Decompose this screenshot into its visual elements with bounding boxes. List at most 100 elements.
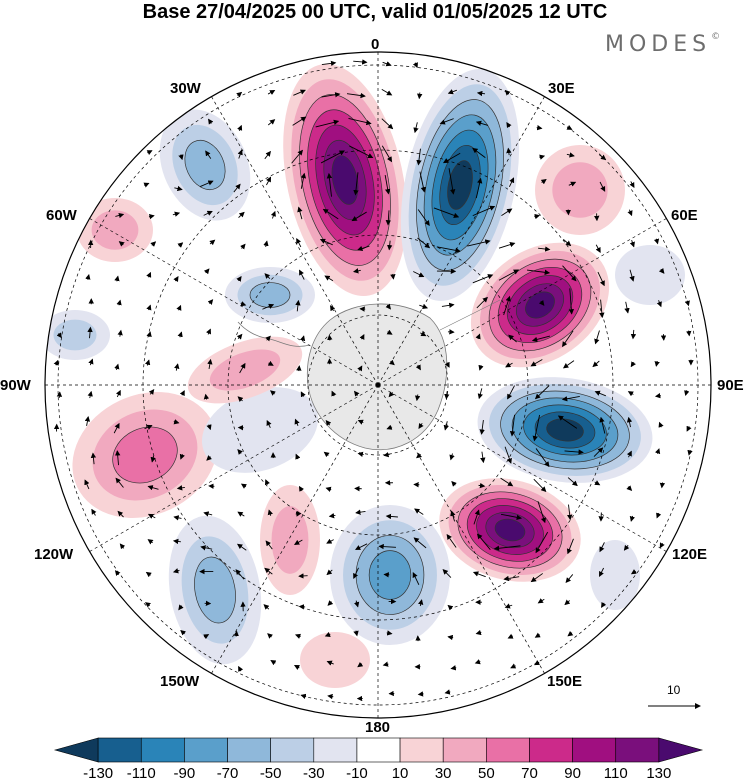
colorbar-swatch (313, 737, 358, 763)
latitude-circle (227, 234, 529, 536)
wind-vector (540, 178, 547, 185)
wind-vector (296, 365, 302, 372)
wind-vector (413, 271, 425, 278)
wind-vector (203, 393, 210, 400)
wind-vector (418, 422, 424, 430)
wind-vector (387, 240, 393, 251)
wind-vector (444, 689, 451, 695)
wind-vector (599, 181, 606, 192)
wind-vector (324, 275, 334, 282)
wind-vector (417, 209, 430, 227)
wind-vector (626, 485, 633, 491)
modes-logo: MODES© (605, 32, 721, 57)
wind-vector (203, 210, 213, 216)
wind-vector (321, 60, 337, 67)
wind-vector (414, 394, 421, 402)
wind-vector (267, 633, 273, 639)
wind-vector (238, 665, 244, 672)
wind-vector (476, 533, 491, 550)
wind-vector (444, 391, 450, 400)
wind-vector (267, 119, 276, 126)
anomaly-contour (590, 540, 640, 610)
wind-vector (88, 358, 94, 366)
wind-vector (263, 240, 269, 248)
wind-vector (240, 243, 246, 250)
colorbar-swatch (97, 737, 142, 763)
colorbar-swatch (658, 737, 704, 763)
label-lon-30e: 30E (548, 80, 575, 97)
wind-vector (473, 509, 480, 525)
wind-vector (412, 572, 420, 586)
anomaly-contour (184, 139, 226, 191)
wind-vector (530, 573, 543, 583)
wind-vector (443, 421, 449, 431)
wind-vector (416, 452, 422, 459)
colorbar-swatch (399, 737, 444, 763)
wind-vector (658, 421, 664, 428)
wind-vector (599, 416, 606, 434)
wind-vector (208, 118, 214, 125)
wind-vector (472, 274, 494, 284)
wind-vector (415, 364, 421, 371)
wind-vector (147, 485, 159, 491)
map-title: Base 27/04/2025 00 UTC, valid 01/05/2025… (142, 1, 608, 23)
meridian-line (83, 214, 379, 386)
wind-vector (535, 448, 550, 468)
wind-vector (177, 331, 183, 338)
wind-vector (475, 120, 489, 126)
wind-vector (174, 185, 183, 192)
wind-vector (113, 422, 120, 434)
wind-vector (359, 333, 365, 341)
meridian-line (207, 90, 379, 386)
wind-vector (293, 89, 306, 96)
wind-vector (686, 330, 692, 337)
wind-vector (535, 531, 549, 554)
wind-vector (173, 515, 182, 521)
wind-vector (348, 118, 372, 126)
wind-vector (147, 539, 154, 545)
wind-vector (84, 479, 90, 490)
wind-vector (384, 174, 391, 195)
wind-vector (478, 482, 486, 489)
wind-vector (472, 205, 496, 217)
wind-vector (115, 212, 125, 219)
wind-vector (526, 269, 551, 275)
wind-vector (447, 634, 454, 641)
wind-vector (504, 89, 511, 96)
wind-vector (594, 390, 607, 397)
wind-vector (475, 333, 481, 340)
wind-vector (325, 486, 332, 492)
wind-vector (235, 569, 245, 580)
wind-vector (237, 396, 244, 402)
latitude-circle (142, 149, 614, 621)
wind-vector (236, 275, 242, 282)
wind-vector (203, 634, 210, 640)
colorbar-swatch (442, 737, 487, 763)
wind-vector (319, 238, 333, 246)
wind-vector (477, 388, 483, 400)
wind-vector (233, 183, 241, 193)
wind-vector (265, 540, 273, 550)
wind-vector (346, 92, 366, 99)
wind-vector (357, 419, 364, 425)
wind-vector (480, 451, 486, 464)
wind-vector (207, 299, 214, 305)
wind-vector (565, 574, 574, 584)
wind-vector (236, 91, 243, 98)
wind-vector (295, 299, 301, 312)
wind-vector (264, 479, 270, 486)
anomaly-contour (249, 282, 291, 308)
wind-vector (357, 661, 364, 668)
wind-vector (353, 630, 359, 637)
wind-vector (418, 599, 424, 607)
wind-vector (599, 567, 605, 577)
wind-vector (150, 455, 156, 463)
anomaly-field (45, 63, 685, 688)
wind-vector (475, 177, 483, 199)
wind-vector (85, 273, 91, 280)
anomaly-contour (91, 210, 139, 250)
wind-vector (498, 269, 520, 281)
wind-vector (536, 125, 543, 131)
wind-vector (562, 360, 575, 369)
wind-vector (357, 245, 370, 252)
